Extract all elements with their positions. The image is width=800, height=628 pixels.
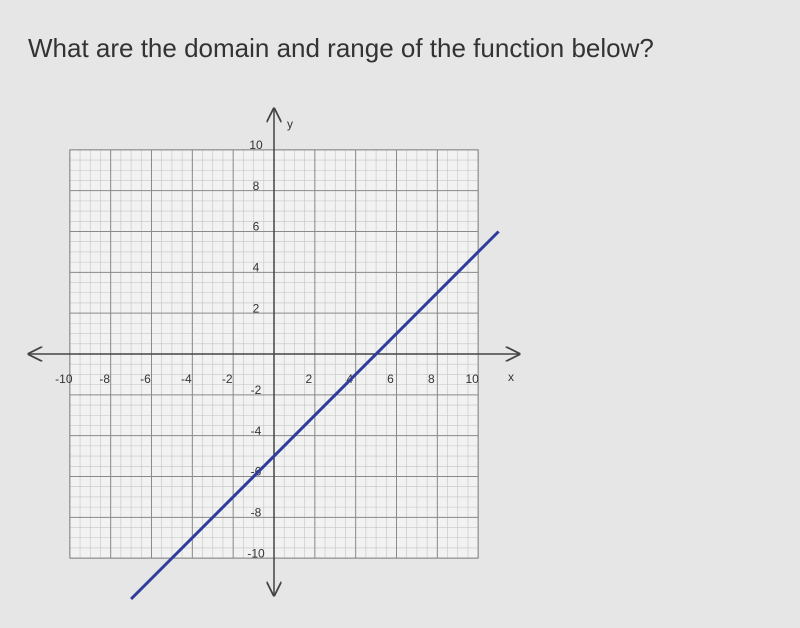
x-tick-label: 10 [465, 372, 479, 386]
y-tick-label: 6 [253, 220, 260, 234]
function-line [130, 230, 500, 601]
y-tick-label: -4 [251, 424, 262, 438]
y-tick-label: -6 [251, 465, 262, 479]
y-tick-label: 4 [253, 261, 260, 275]
y-tick-label: 2 [253, 301, 260, 315]
x-tick-label: 2 [305, 372, 312, 386]
x-tick-label: -4 [181, 372, 192, 386]
x-tick-label: -2 [222, 372, 233, 386]
y-tick-label: -10 [247, 546, 265, 560]
y-axis-label: y [287, 117, 293, 131]
x-axis-label: x [508, 370, 514, 384]
x-tick-label: -10 [55, 372, 73, 386]
x-tick-label: 8 [428, 372, 435, 386]
x-tick-label: 6 [387, 372, 394, 386]
question-title: What are the domain and range of the fun… [28, 33, 654, 63]
x-tick-label: -8 [99, 372, 110, 386]
y-tick-label: -8 [251, 506, 262, 520]
y-tick-label: 8 [253, 179, 260, 193]
x-tick-label: -6 [140, 372, 151, 386]
y-tick-label: 10 [249, 138, 263, 152]
y-tick-label: -2 [251, 383, 262, 397]
